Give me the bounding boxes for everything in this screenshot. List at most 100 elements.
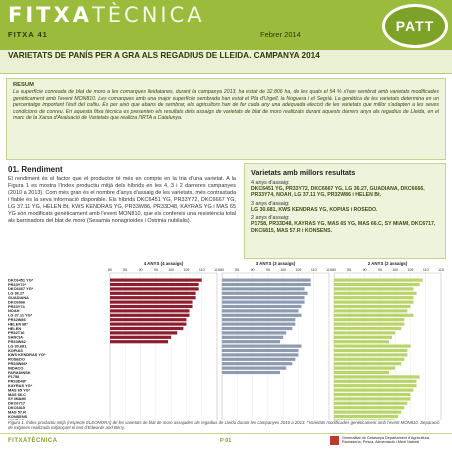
data-bar xyxy=(110,340,169,344)
category-label: PR32T16 xyxy=(8,330,25,335)
best-3y-list: LG 30.681, KWS KENDRAS YG, KOPIAS i ROSE… xyxy=(251,206,378,213)
data-bar xyxy=(110,313,190,317)
tick-label: 100 xyxy=(168,268,174,272)
yield-chart: DKC6451 YG* PR33Y72* DKC6667 YG* LG 36.27 GU… xyxy=(6,260,446,420)
generalitat-logo-icon xyxy=(330,436,339,445)
data-bar xyxy=(222,291,308,295)
category-label: MAS 57.R xyxy=(8,409,26,414)
data-bar xyxy=(334,419,396,420)
panel-title: 2 ANYS (2 assaigs) xyxy=(368,261,408,266)
figure-caption: Figura 1. Índex productiu mitjà (respect… xyxy=(8,420,440,431)
issue-date: Febrer 2014 xyxy=(260,30,301,39)
brand-part-b: TÈCNICA xyxy=(91,3,205,27)
category-label: HELEN xyxy=(8,326,21,331)
data-bar xyxy=(222,348,299,353)
data-bar xyxy=(334,348,408,353)
data-bar xyxy=(222,318,296,322)
government-credit-text: Generalitat de Catalunya Departament d'A… xyxy=(342,436,431,445)
data-bar xyxy=(334,344,411,348)
tick-label: 95 xyxy=(266,268,270,272)
data-bar xyxy=(334,340,390,344)
category-label: PR32W86 xyxy=(8,317,27,322)
data-bar xyxy=(334,370,390,375)
data-bar xyxy=(222,370,281,375)
category-label: DKC6717 xyxy=(8,401,25,406)
tick-label: 115 xyxy=(438,268,444,272)
page-title: VARIETATS DE PANÍS PER A GRA ALS REGADIU… xyxy=(8,51,320,60)
data-bar xyxy=(110,282,199,287)
tick-label: 85 xyxy=(235,268,239,272)
data-bar xyxy=(222,287,305,291)
data-bar xyxy=(222,353,299,357)
panel-frame xyxy=(333,272,442,420)
category-label: FARADINSK xyxy=(8,370,31,375)
category-label: MAS 66.C xyxy=(8,392,26,397)
best-2y-list: P1758, PR33D48, KAYRAS YG, MAS 65 YG, MA… xyxy=(251,221,436,234)
summary-text: La superfície conreada de blat de moro a… xyxy=(13,89,439,122)
data-bar xyxy=(222,309,299,313)
footer: FITXATÈCNICA P 01 Generalitat de Catalun… xyxy=(0,433,452,452)
data-bar xyxy=(110,318,187,322)
summary-heading: RESUM xyxy=(13,82,34,88)
data-bar xyxy=(334,388,414,392)
data-bar xyxy=(110,322,187,326)
data-bar xyxy=(334,304,411,309)
data-bar xyxy=(222,304,302,309)
data-bar xyxy=(334,322,405,326)
data-bar xyxy=(222,322,296,326)
data-bar xyxy=(222,331,287,335)
tick-label: 110 xyxy=(199,268,205,272)
category-label: NOAH xyxy=(8,308,20,313)
category-label: KONSENS xyxy=(8,414,28,419)
category-label: PR33W86* xyxy=(8,361,28,366)
data-bar xyxy=(334,392,411,397)
summary-box: RESUM La superfície conreada de blat de … xyxy=(6,78,446,160)
data-bar xyxy=(334,384,417,388)
data-bar xyxy=(334,362,402,366)
data-bar xyxy=(222,326,293,331)
tick-label: 85 xyxy=(123,268,127,272)
category-label: INDACO xyxy=(8,365,23,370)
best-results-heading: Varietats amb millors resultats xyxy=(251,168,356,177)
category-label: PR33Y74 xyxy=(8,304,25,309)
panel-title: 4 ANYS (4 assaigs) xyxy=(144,261,184,266)
panel-title: 3 ANYS (3 assaigs) xyxy=(256,261,296,266)
category-label: DKC6815 xyxy=(8,405,26,410)
data-bar xyxy=(334,353,408,357)
data-bar xyxy=(334,318,405,322)
data-bar xyxy=(110,331,178,335)
data-bar xyxy=(334,366,396,370)
category-label: LG 30.681 xyxy=(8,343,27,348)
data-bar xyxy=(222,282,311,287)
data-bar xyxy=(222,335,284,339)
section-heading: 01. Rendiment xyxy=(8,165,63,174)
data-bar xyxy=(334,375,420,379)
data-bar xyxy=(334,291,417,295)
best-2y-label: 2 anys d'assaig: xyxy=(251,215,290,222)
yield-chart-svg: DKC6451 YG*PR33Y72*DKC6667 YG*LG 36.27GU… xyxy=(8,261,444,420)
data-bar xyxy=(222,296,305,300)
tick-label: 90 xyxy=(139,268,143,272)
category-label: HELEN Bt* xyxy=(8,321,28,326)
category-label: DKC6666 xyxy=(8,299,26,304)
tick-label: 100 xyxy=(392,268,398,272)
data-bar xyxy=(110,278,202,282)
government-credit: Generalitat de Catalunya Departament d'A… xyxy=(330,436,448,445)
data-bar xyxy=(334,287,414,291)
data-bar xyxy=(110,296,196,300)
data-bar xyxy=(334,331,396,335)
category-label: MAS 65 YG* xyxy=(8,387,31,392)
tick-label: 95 xyxy=(378,268,382,272)
tick-label: 85 xyxy=(347,268,351,272)
tick-label: 105 xyxy=(295,268,301,272)
panel-frame xyxy=(109,272,218,420)
issue-number: FITXA 41 xyxy=(8,30,48,39)
tick-label: 105 xyxy=(407,268,413,272)
data-bar xyxy=(334,379,417,383)
category-label: KWS KENDRAS YG* xyxy=(8,352,46,357)
data-bar xyxy=(334,401,408,405)
data-bar xyxy=(110,300,193,304)
category-label: PR33Y72* xyxy=(8,282,27,287)
data-bar xyxy=(334,414,399,419)
category-label: DKC6667 YG* xyxy=(8,286,34,291)
